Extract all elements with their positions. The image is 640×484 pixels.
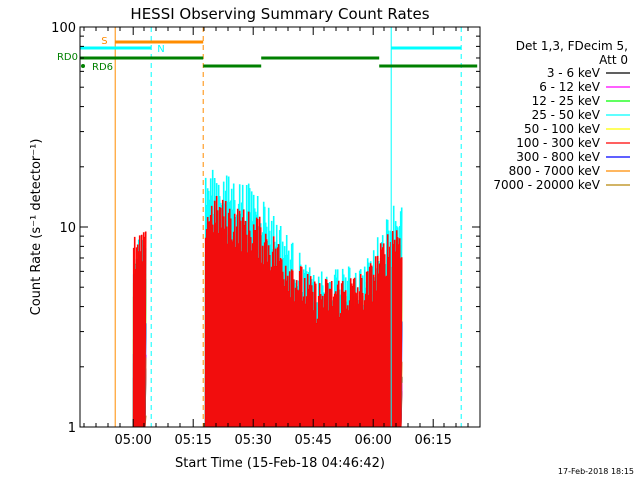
marker-layer (114, 27, 462, 427)
legend-label-300-800-kev: 300 - 800 keV (516, 150, 600, 164)
legend-label-100-300-kev: 100 - 300 keV (516, 136, 600, 150)
axes-layer: 05:00 05:15 05:30 05:45 06:00 06:15 1 10 100 (51, 21, 481, 448)
legend-header-line-1: Det 1,3, FDecim 5, (516, 39, 628, 53)
legend-label-7000-20000-kev: 7000 - 20000 keV (493, 178, 600, 192)
legend-label-3-6-kev: 3 - 6 keV (547, 66, 601, 80)
flag-label-s: S (101, 36, 107, 47)
flag-rd6-dot (81, 64, 85, 68)
legend-header-line-2: Att 0 (599, 53, 628, 67)
x-axis-label: Start Time (15-Feb-18 04:46:42) (175, 456, 385, 471)
legend-label-50-100-kev: 50 - 100 keV (524, 122, 601, 136)
legend-label-12-25-kev: 12 - 25 keV (532, 94, 601, 108)
x-tick-label-5: 06:00 (354, 433, 391, 448)
chart-title: HESSI Observing Summary Count Rates (130, 5, 429, 23)
y-axis-label: Count Rate (s⁻¹ detector⁻¹) (29, 139, 44, 316)
legend-label-6-12-kev: 6 - 12 keV (539, 80, 601, 94)
y-tick-label-2: 10 (59, 221, 76, 236)
x-tick-label-4: 05:45 (294, 433, 331, 448)
series-100-300-kev-segment-1 (132, 231, 147, 428)
flag-label-n: N (157, 44, 164, 55)
y-tick-label-1: 1 (68, 421, 76, 436)
flag-layer: S N RD0 RD6 (57, 36, 478, 73)
x-tick-label-1: 05:00 (114, 433, 151, 448)
legend-label-800-7000-kev: 800 - 7000 keV (509, 164, 601, 178)
x-tick-label-2: 05:15 (174, 433, 211, 448)
footer-timestamp: 17-Feb-2018 18:15 (558, 467, 634, 476)
flag-label-rd6: RD6 (92, 62, 113, 73)
x-tick-label-6: 06:15 (414, 433, 451, 448)
flag-label-rd0: RD0 (57, 52, 78, 63)
legend-label-25-50-kev: 25 - 50 keV (532, 108, 601, 122)
data-layer (132, 169, 403, 428)
x-tick-label-3: 05:30 (234, 433, 271, 448)
y-tick-label-3: 100 (51, 21, 76, 36)
series-100-300-kev-segment-2 (204, 196, 403, 428)
